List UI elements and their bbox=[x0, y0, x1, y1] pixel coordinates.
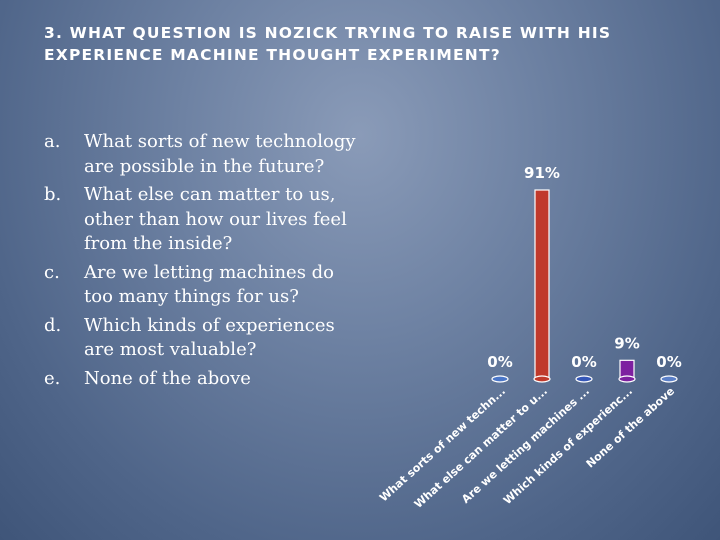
option-text: What sorts of new technology are possibl… bbox=[84, 131, 356, 177]
bar-2 bbox=[534, 189, 550, 380]
value-label: 0% bbox=[656, 353, 681, 371]
value-label: 0% bbox=[571, 353, 596, 371]
answer-options: a. What sorts of new technology are possi… bbox=[44, 130, 364, 395]
option-letter: d. bbox=[44, 314, 62, 336]
option-letter: b. bbox=[44, 184, 62, 205]
option-item: c. Are we letting machines do too many th… bbox=[44, 261, 364, 310]
value-label: 0% bbox=[487, 353, 512, 371]
option-letter: e. bbox=[44, 367, 61, 389]
bar-base-4 bbox=[618, 375, 636, 383]
bar-base-1 bbox=[491, 375, 509, 383]
bar-base-5 bbox=[660, 375, 678, 383]
option-text: Which kinds of experiences are most valu… bbox=[84, 314, 335, 361]
slide-title: 3. WHAT QUESTION IS NOZICK TRYING TO RAI… bbox=[44, 24, 612, 64]
option-text: Are we letting machines do too many thin… bbox=[84, 261, 335, 308]
option-item: b. What else can matter to us, other than… bbox=[44, 183, 364, 257]
option-letter: a. bbox=[44, 131, 61, 152]
option-text: None of the above bbox=[84, 367, 251, 389]
bar-base-2 bbox=[533, 375, 551, 383]
value-label: 9% bbox=[614, 334, 639, 352]
option-letter: c. bbox=[44, 261, 60, 283]
value-label: 91% bbox=[524, 164, 560, 182]
option-text: What else can matter to us, other than h… bbox=[84, 184, 347, 254]
option-item: d. Which kinds of experiences are most va… bbox=[44, 314, 364, 363]
bar-base-3 bbox=[575, 375, 593, 383]
option-item: e. None of the above bbox=[44, 367, 364, 392]
option-item: a. What sorts of new technology are possi… bbox=[44, 130, 364, 179]
